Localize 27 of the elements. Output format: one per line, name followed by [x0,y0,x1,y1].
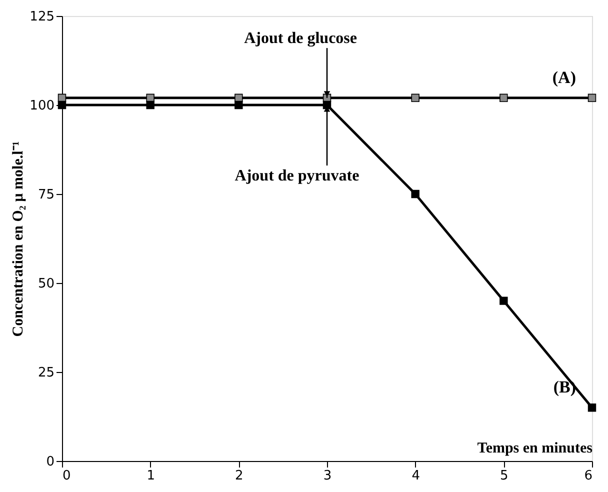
point [588,94,596,102]
x-tick-label: 6 [584,468,592,484]
annotation: Ajout de pyruvate [234,168,360,185]
x-tick-label: 1 [146,468,155,484]
point [146,100,154,110]
y-tick-label: 50 [38,276,54,292]
x-tick-label: 2 [235,468,244,484]
y-tick-label: 125 [30,10,54,24]
y-axis-title: Concentration en O₂ µ mole.l⁻¹ [10,141,27,337]
x-axis-title: Temps en minutes [477,440,593,456]
y-tick-label: 100 [30,98,54,114]
point [500,296,508,305]
point [58,100,66,110]
annotation: Ajout de glucose [244,30,357,48]
point [234,100,243,110]
y-tick-label: 25 [38,366,54,380]
point [588,403,596,412]
x-tick-label: 4 [412,468,420,484]
y-tick-label: 75 [38,188,54,202]
point [411,190,420,198]
point [411,94,420,102]
x-tick-label: 0 [62,468,71,484]
x-tick-label: 3 [323,468,332,484]
y-tick-label: 0 [46,454,54,470]
series-label: (A) [552,68,576,87]
x-tick-label: 5 [500,468,508,484]
point [500,94,508,102]
